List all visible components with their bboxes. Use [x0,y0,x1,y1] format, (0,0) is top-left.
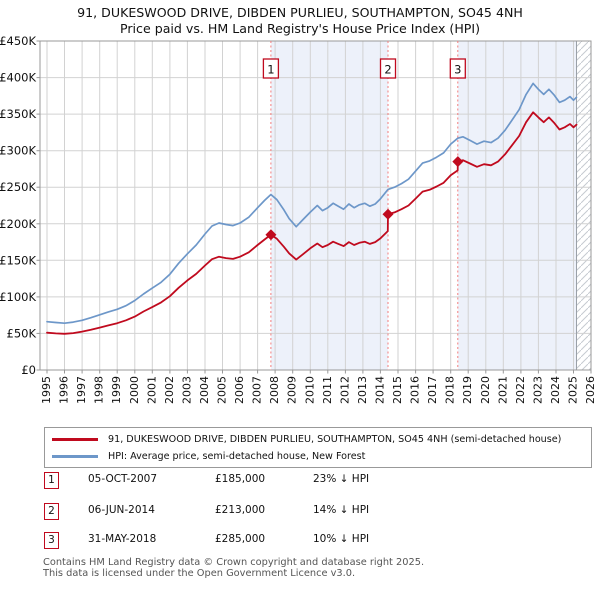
sale-label-box [449,58,466,79]
chart-legend: 91, DUKESWOOD DRIVE, DIBDEN PURLIEU, SOU… [44,427,592,468]
sale-date: 31-MAY-2018 [88,533,157,545]
plot-border [39,40,592,371]
x-tick-label: 1997 [75,376,88,404]
y-tick-label: £150K [0,253,36,267]
legend-row-price: 91, DUKESWOOD DRIVE, DIBDEN PURLIEU, SOU… [49,431,591,448]
legend-label-hpi: HPI: Average price, semi-detached house,… [108,451,366,462]
ownership-band [457,41,577,370]
sale-price: £213,000 [215,504,266,516]
sale-row-2: 2 06-JUN-2014 £213,000 14% ↓ HPI [0,503,600,521]
x-tick-label: 2008 [268,376,281,404]
x-tick-label: 2021 [496,376,509,404]
sale-label-number: 2 [384,63,391,77]
hpi-line [46,82,578,325]
sale-row-3: 3 31-MAY-2018 £285,000 10% ↓ HPI [0,532,600,550]
x-tick-label: 2026 [584,376,597,404]
y-tick-label: £0 [21,363,36,377]
sale-label-number: 1 [267,63,274,77]
x-tick-label: 2019 [461,376,474,404]
x-tick-label: 2011 [321,376,334,404]
sale-date: 06-JUN-2014 [88,504,155,516]
sale-hpi-diff: 10% ↓ HPI [313,533,370,545]
chart-title: 91, DUKESWOOD DRIVE, DIBDEN PURLIEU, SOU… [77,5,523,20]
x-tick-label: 2006 [233,376,246,404]
legend-row-hpi: HPI: Average price, semi-detached house,… [49,448,591,465]
price-chart: 1995 1996 1997 1998 1999 2000 2001 2002 2003 2004… [0,34,597,404]
x-tick-label: 2007 [251,376,264,404]
legend-label-price: 91, DUKESWOOD DRIVE, DIBDEN PURLIEU, SOU… [108,434,562,445]
sale-hpi-diff: 23% ↓ HPI [313,473,370,485]
future-hatch [576,41,591,370]
x-tick-label: 2020 [479,376,492,404]
x-tick-label: 2017 [426,376,439,404]
x-tick-label: 2004 [198,376,211,404]
price-line-swatch [52,438,98,441]
x-tick-label: 2012 [338,376,351,404]
x-tick-label: 2010 [303,376,316,404]
x-tick-label: 2014 [373,376,386,404]
x-tick-label: 1996 [58,376,71,404]
copyright-line-1: Contains HM Land Registry data © Crown c… [43,557,425,568]
sale-price: £285,000 [215,533,266,545]
x-tick-label: 2005 [216,376,229,404]
hpi-line-swatch [52,455,98,458]
x-tick-label: 2015 [391,376,404,404]
y-tick-label: £350K [0,107,36,121]
x-tick-label: 2001 [145,376,158,404]
x-tick-label: 2009 [286,376,299,404]
chart-subtitle: Price paid vs. HM Land Registry's House … [119,21,481,36]
sale-marker-diamond [452,156,464,168]
x-tick-label: 2023 [531,376,544,404]
x-tick-label: 2016 [409,376,422,404]
x-tick-label: 2025 [567,376,580,404]
x-tick-label: 1998 [93,376,106,404]
sale-marker-diamond [265,229,277,241]
sale-number-badge: 2 [44,503,59,520]
y-tick-label: £300K [0,144,36,158]
sale-price: £185,000 [215,473,266,485]
x-tick-label: 1999 [110,376,123,404]
y-tick-label: £50K [7,326,37,340]
y-tick-label: £100K [0,290,36,304]
y-tick-label: £400K [0,71,36,85]
sale-marker-diamond [382,208,394,220]
sale-row-1: 1 05-OCT-2007 £185,000 23% ↓ HPI [0,472,600,490]
y-tick-label: £200K [0,217,36,231]
sale-hpi-diff: 14% ↓ HPI [313,504,370,516]
y-tick-label: £250K [0,180,36,194]
sale-date: 05-OCT-2007 [88,473,157,485]
copyright-line-2: This data is licensed under the Open Gov… [43,568,356,579]
y-tick-label: £450K [0,34,36,48]
x-tick-label: 1995 [40,376,53,404]
x-tick-label: 2013 [356,376,369,404]
sale-label-box [262,58,280,79]
x-tick-label: 2003 [180,376,193,404]
x-tick-label: 2022 [514,376,527,404]
x-tick-label: 2000 [128,376,141,404]
price-paid-line [46,111,578,335]
sale-number-badge: 1 [44,472,59,489]
x-tick-label: 2002 [163,376,176,404]
x-tick-label: 2024 [549,376,562,404]
sale-label-number: 3 [454,63,461,77]
sale-label-box [379,58,397,79]
x-tick-label: 2018 [444,376,457,404]
sale-number-badge: 3 [44,532,59,549]
